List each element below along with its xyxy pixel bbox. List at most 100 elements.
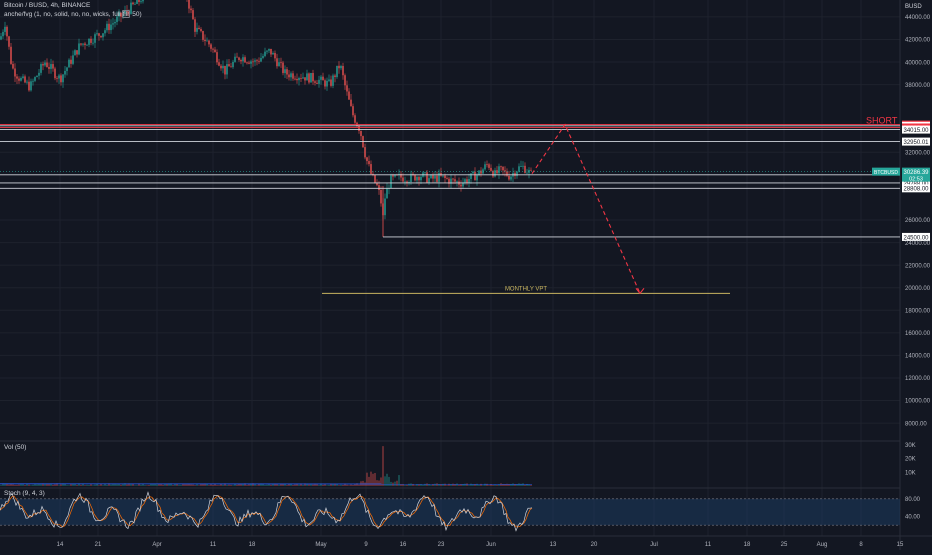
candle-body [468, 179, 469, 183]
volume-bar [126, 484, 127, 486]
x-tick-label: May [315, 542, 326, 548]
volume-bar [460, 484, 461, 486]
candle-body [114, 22, 115, 23]
volume-bar [74, 484, 75, 486]
volume-bar [140, 485, 141, 486]
volume-bar [418, 485, 419, 486]
candle-body [320, 77, 321, 80]
candle-body [70, 60, 71, 64]
candle-body [526, 173, 527, 174]
candle-body [256, 60, 257, 61]
y-tick-label: 14000.00 [905, 354, 931, 360]
level-label: 34015.00 [903, 128, 929, 134]
y-tick-label: 44000.00 [905, 15, 931, 21]
x-tick-label: Apr [152, 542, 161, 548]
volume-bar [68, 485, 69, 486]
candle-body [76, 50, 77, 54]
volume-bar [210, 484, 211, 486]
volume-pane-label: Vol (50) [4, 444, 26, 451]
candle-body [80, 43, 81, 44]
candle-body [60, 75, 61, 82]
candle-body [228, 64, 229, 66]
volume-bar [270, 485, 271, 486]
candle-body [68, 60, 69, 68]
volume-bar [208, 485, 209, 486]
volume-bar [336, 484, 337, 486]
candle-body [268, 49, 269, 51]
candle-body [278, 62, 279, 66]
symbol-tag: BTCBUSD [874, 170, 898, 176]
candle-body [90, 39, 91, 43]
candle-body [418, 177, 419, 180]
candle-body [40, 64, 41, 73]
x-tick-label: Jul [650, 542, 658, 548]
candle-body [8, 36, 9, 46]
monthly-vpt-label: MONTHLY VPT [505, 286, 547, 292]
x-tick-label: 20 [591, 542, 598, 548]
volume-bar [278, 485, 279, 486]
candle-body [274, 53, 275, 58]
candle-body [132, 3, 133, 4]
candle-body [304, 77, 305, 80]
volume-bar [352, 485, 353, 486]
candle-body [328, 79, 329, 80]
volume-bar [148, 485, 149, 486]
volume-bar [146, 485, 147, 486]
volume-bar [342, 485, 343, 486]
y-tick-label: 32000.00 [905, 151, 931, 157]
candle-body [518, 166, 519, 171]
candle-body [214, 50, 215, 53]
candle-body [284, 69, 285, 73]
volume-bar [402, 484, 403, 486]
candle-body [498, 166, 499, 173]
candle-body [456, 181, 457, 182]
candle-body [244, 57, 245, 62]
candle-body [348, 91, 349, 99]
volume-bar [384, 476, 385, 486]
candle-body [378, 185, 379, 190]
candle-body [258, 61, 259, 62]
volume-bar [242, 484, 243, 486]
candle-body [508, 176, 509, 180]
candle-body [364, 147, 365, 157]
candle-body [18, 79, 19, 81]
volume-bar [528, 485, 529, 486]
volume-bar [302, 485, 303, 486]
candle-body [510, 177, 511, 180]
volume-bar [232, 485, 233, 486]
volume-bar [376, 480, 377, 486]
volume-bar [184, 484, 185, 486]
volume-bar [64, 484, 65, 486]
volume-bar [492, 485, 493, 486]
volume-bar [496, 485, 497, 486]
candle-body [360, 131, 361, 136]
candle-body [300, 78, 301, 79]
menu-icon[interactable] [122, 10, 130, 18]
x-tick-label: 14 [57, 542, 64, 548]
candle-body [240, 60, 241, 61]
volume-bar [406, 485, 407, 486]
candle-body [24, 76, 25, 82]
candle-body [496, 170, 497, 173]
x-tick-label: 15 [897, 542, 904, 548]
candle-body [436, 176, 437, 182]
candle-body [230, 66, 231, 67]
x-tick-label: 11 [210, 542, 217, 548]
candle-body [74, 50, 75, 55]
volume-bar [90, 484, 91, 486]
volume-bar [228, 485, 229, 486]
candle-body [298, 78, 299, 80]
volume-bar [32, 485, 33, 486]
candle-body [104, 30, 105, 33]
volume-bar [254, 484, 255, 486]
volume-tick-label: 10K [905, 470, 916, 476]
candle-body [380, 190, 381, 203]
candle-body [386, 189, 387, 199]
volume-bar [12, 484, 13, 486]
candle-body [242, 57, 243, 61]
volume-bar [348, 485, 349, 486]
y-tick-label: 12000.00 [905, 376, 931, 382]
level-label: 32950.01 [903, 140, 929, 146]
candle-body [444, 176, 445, 178]
